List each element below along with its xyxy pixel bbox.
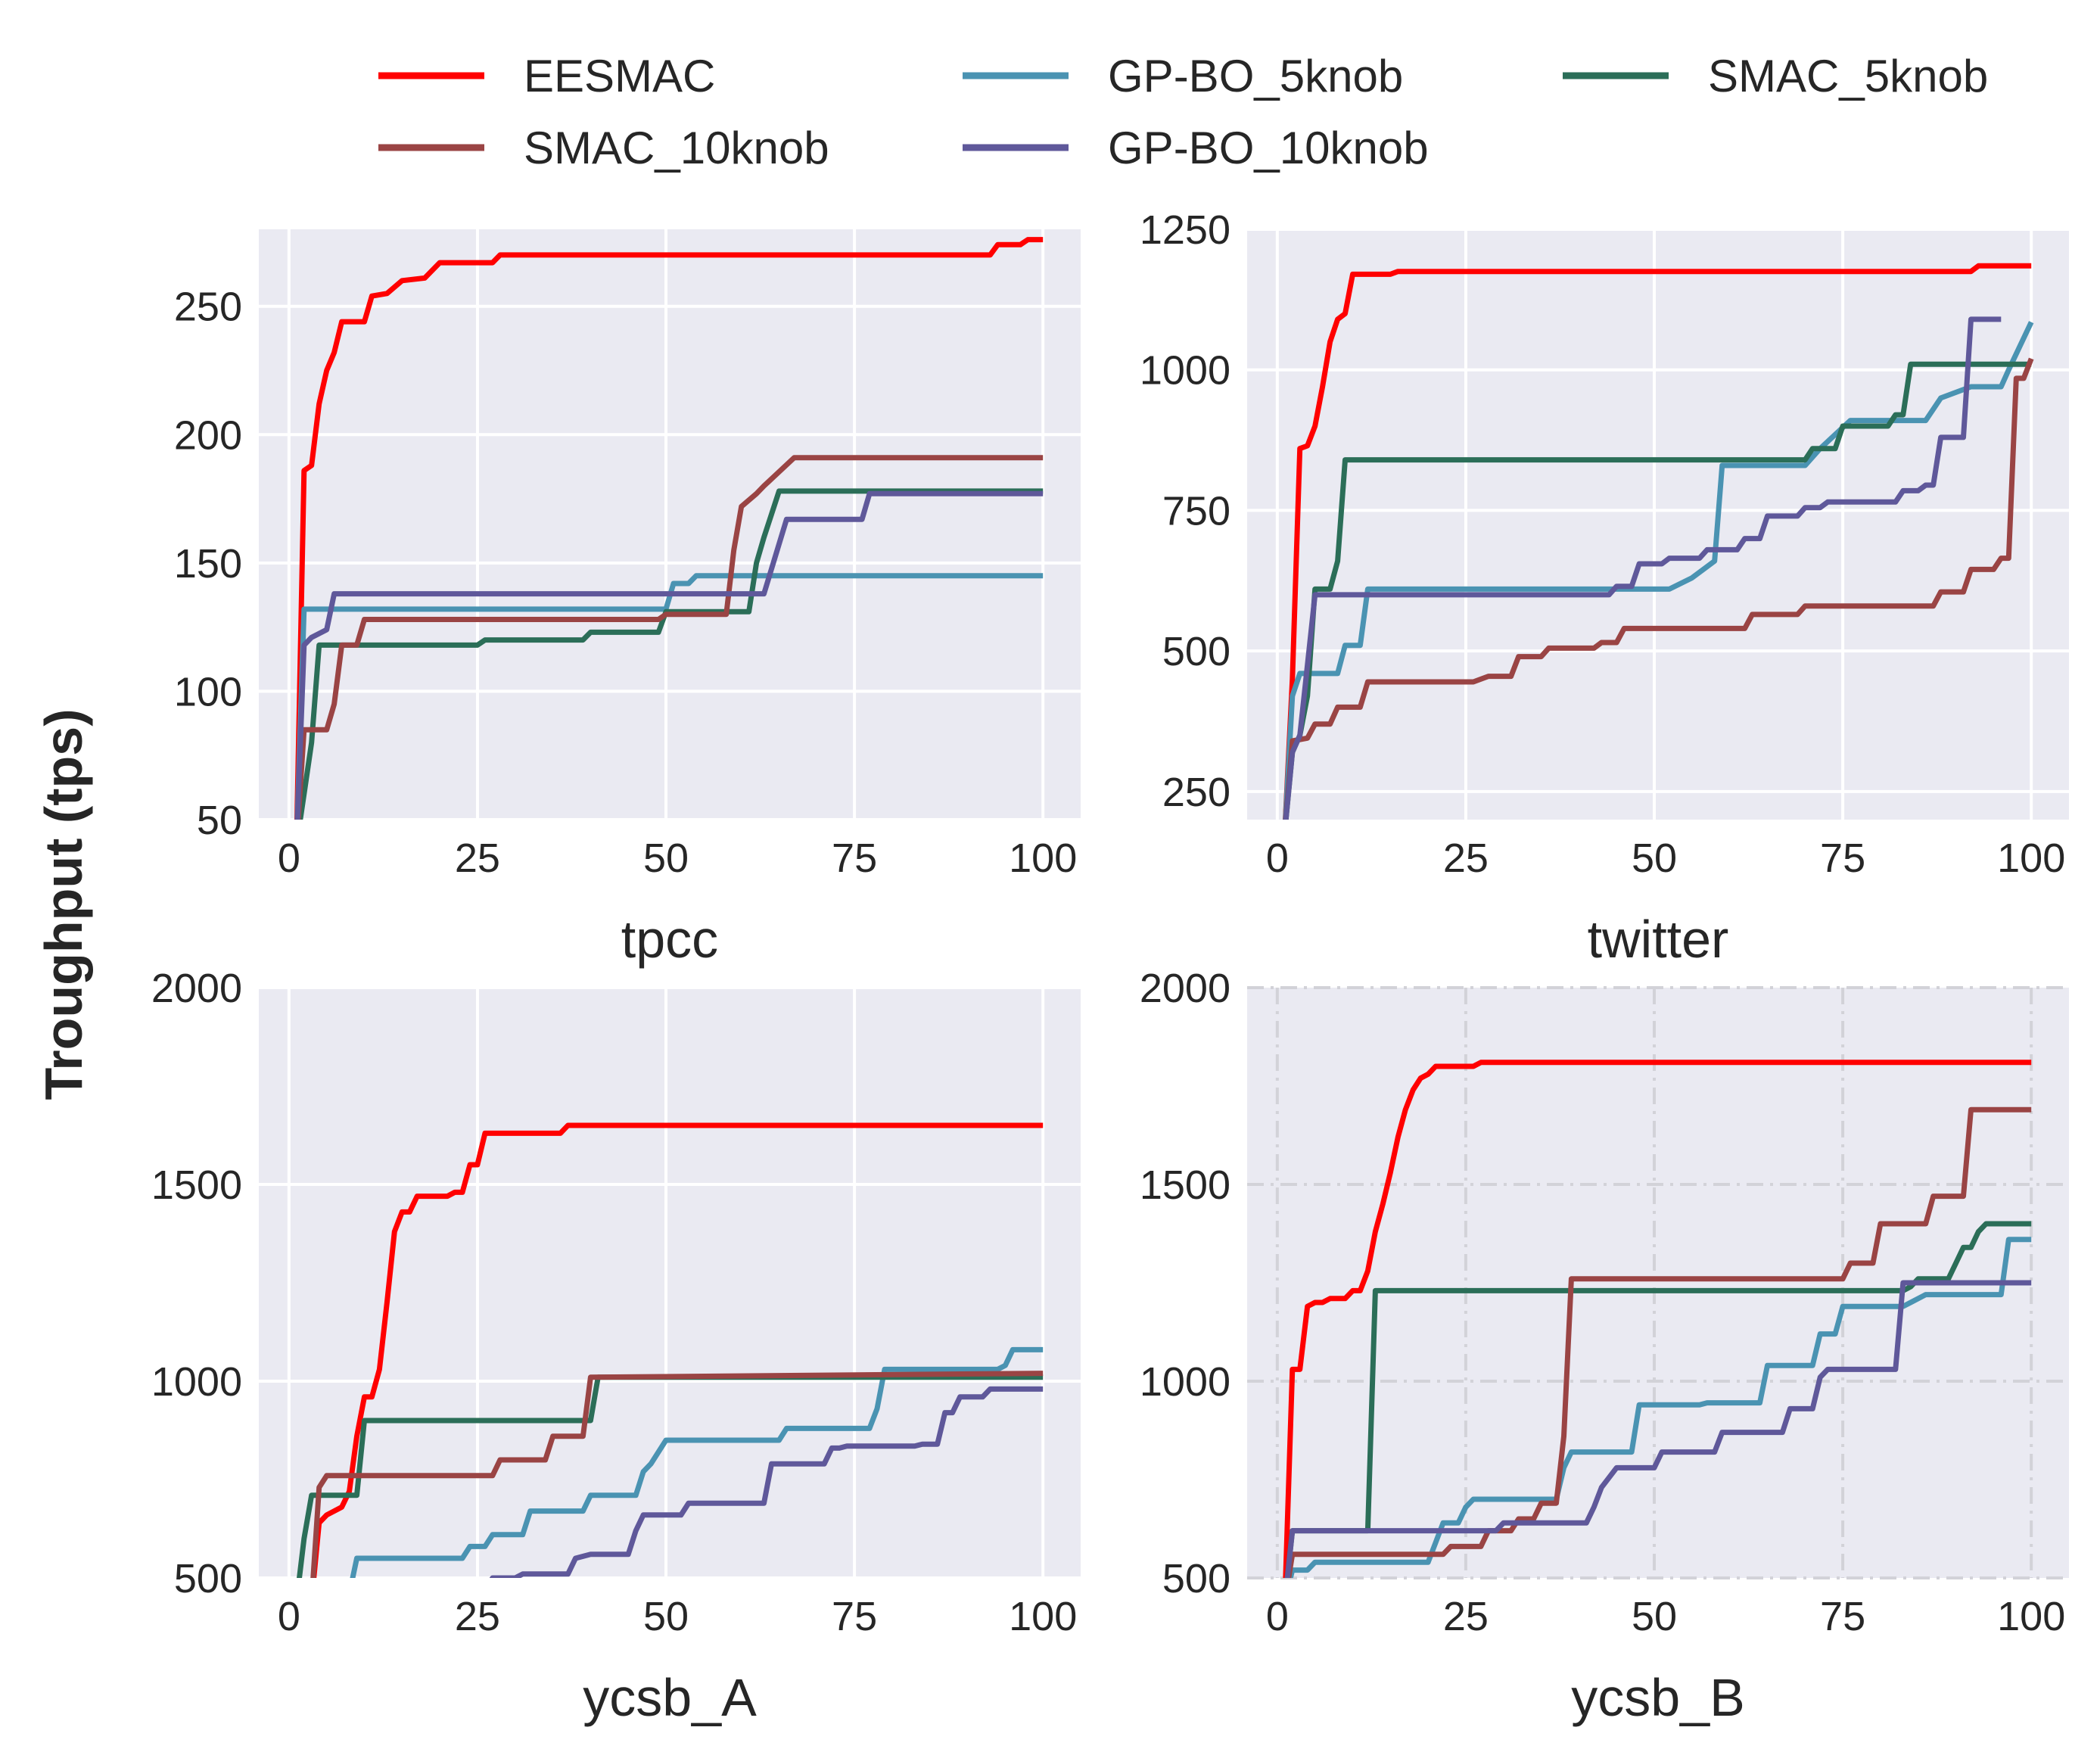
ycsb-b-x-tick-label: 25 (1443, 1594, 1489, 1639)
twitter-x-tick-label: 25 (1443, 836, 1489, 881)
ycsb-b-series-gp-bo-5knob (1287, 1237, 2032, 1578)
ycsb-b-y-tick-label: 1000 (1140, 1359, 1230, 1405)
ycsb-b-series-smac-5knob (1284, 1221, 2032, 1578)
tpcc-x-tick-label: 25 (455, 836, 500, 881)
ycsb-b-series-eesmac (1283, 1060, 2032, 1578)
twitter-x-tick-label: 100 (1997, 836, 2065, 881)
legend-entry-gpbo-5knob: GP-BO_5knob (963, 51, 1403, 101)
tpcc-series-gp-bo-5knob (294, 573, 1044, 820)
ycsb-a-x-tick-label: 50 (643, 1594, 689, 1639)
legend-label-gpbo-5knob: GP-BO_5knob (1108, 51, 1403, 101)
ycsb-a-series-group (297, 1122, 1044, 1578)
y-axis-label: Troughput (tps) (34, 708, 93, 1100)
twitter-x-axis-label: twitter (1588, 910, 1729, 969)
tpcc-y-tick-label: 250 (174, 285, 242, 330)
ycsb-b-series-smac-10knob (1286, 1106, 2032, 1578)
ycsb-a-y-tick-label: 500 (174, 1556, 242, 1601)
subplot-ycsb-b: 0 25 50 75 100 500 1000 1500 2000 ycsb_B (1140, 966, 2069, 1727)
legend-entry-eesmac: EESMAC (378, 51, 715, 101)
legend-label-smac-10knob: SMAC_10knob (524, 123, 829, 173)
twitter-y-tick-label: 250 (1162, 770, 1230, 815)
legend-entry-smac-5knob: SMAC_5knob (1563, 51, 1988, 101)
tpcc-y-tick-label: 150 (174, 541, 242, 587)
ycsb-a-x-tick-label: 100 (1009, 1594, 1077, 1639)
tpcc-series-smac-5knob (297, 488, 1044, 820)
ycsb-b-y-tick-label: 1500 (1140, 1162, 1230, 1208)
twitter-y-tick-label: 500 (1162, 629, 1230, 674)
ycsb-b-y-tick-label: 2000 (1140, 966, 1230, 1011)
subplot-tpcc: 0 25 50 75 100 50 100 150 200 250 tpcc (174, 229, 1081, 969)
ycsb-b-x-tick-label: 0 (1266, 1594, 1289, 1639)
ycsb-a-x-tick-label: 25 (455, 1594, 500, 1639)
ycsb-b-series-group (1283, 1060, 2032, 1578)
ycsb-b-x-tick-label: 75 (1820, 1594, 1865, 1639)
twitter-series-gp-bo-10knob (1283, 316, 2002, 820)
tpcc-y-tick-label: 200 (174, 412, 242, 458)
twitter-x-tick-label: 50 (1632, 836, 1677, 881)
tpcc-y-tick-label: 50 (197, 798, 242, 843)
tpcc-series-smac-10knob (295, 455, 1044, 820)
twitter-x-tick-label: 0 (1266, 836, 1289, 881)
ycsb-b-x-tick-label: 50 (1632, 1594, 1677, 1639)
twitter-y-tick-label: 750 (1162, 488, 1230, 534)
tpcc-y-tick-label: 100 (174, 669, 242, 714)
legend-entry-gpbo-10knob: GP-BO_10knob (963, 123, 1429, 173)
tpcc-x-tick-label: 100 (1009, 836, 1077, 881)
twitter-series-smac-10knob (1283, 357, 2034, 820)
tpcc-plot-area (259, 229, 1081, 820)
ycsb-a-y-tick-label: 2000 (151, 966, 242, 1011)
twitter-plot-area (1247, 229, 2069, 820)
tpcc-x-tick-label: 50 (643, 836, 689, 881)
legend-label-smac-5knob: SMAC_5knob (1708, 51, 1988, 101)
legend-label-gpbo-10knob: GP-BO_10knob (1108, 123, 1429, 173)
subplot-ycsb-a: 0 25 50 75 100 500 1000 1500 2000 ycsb_A (151, 966, 1081, 1727)
legend: EESMAC GP-BO_5knob SMAC_5knob SMAC_10kno… (378, 51, 1988, 173)
tpcc-x-axis-label: tpcc (621, 910, 718, 969)
twitter-series-group (1283, 263, 2034, 820)
ycsb-b-y-tick-label: 500 (1162, 1556, 1230, 1601)
twitter-series-eesmac (1283, 263, 2032, 820)
ycsb-a-x-tick-label: 0 (278, 1594, 300, 1639)
ycsb-a-series-gp-bo-10knob (489, 1386, 1044, 1578)
tpcc-series-gp-bo-10knob (294, 490, 1044, 820)
ycsb-a-series-smac-5knob (297, 1374, 1044, 1578)
legend-entry-smac-10knob: SMAC_10knob (378, 123, 829, 173)
ycsb-a-series-smac-10knob (310, 1371, 1044, 1578)
twitter-y-tick-label: 1250 (1140, 207, 1230, 253)
ycsb-a-y-tick-label: 1500 (151, 1162, 242, 1208)
ycsb-a-plot-area (259, 988, 1081, 1578)
ycsb-b-series-gp-bo-10knob (1284, 1280, 2032, 1578)
ycsb-a-y-tick-label: 1000 (151, 1359, 242, 1405)
ycsb-a-x-tick-label: 75 (832, 1594, 877, 1639)
twitter-x-tick-label: 75 (1820, 836, 1865, 881)
ycsb-b-x-tick-label: 100 (1997, 1594, 2065, 1639)
ycsb-b-x-axis-label: ycsb_B (1571, 1668, 1745, 1727)
twitter-y-tick-label: 1000 (1140, 348, 1230, 394)
ycsb-a-x-axis-label: ycsb_A (583, 1668, 757, 1727)
legend-label-eesmac: EESMAC (524, 51, 715, 101)
subplot-twitter: 0 25 50 75 100 250 500 750 1000 1250 twitter (1140, 207, 2069, 969)
ycsb-a-series-gp-bo-5knob (350, 1346, 1044, 1578)
tpcc-x-tick-label: 0 (278, 836, 300, 881)
tpcc-series-eesmac (294, 237, 1044, 820)
tpcc-series-group (294, 237, 1044, 820)
tpcc-x-tick-label: 75 (832, 836, 877, 881)
